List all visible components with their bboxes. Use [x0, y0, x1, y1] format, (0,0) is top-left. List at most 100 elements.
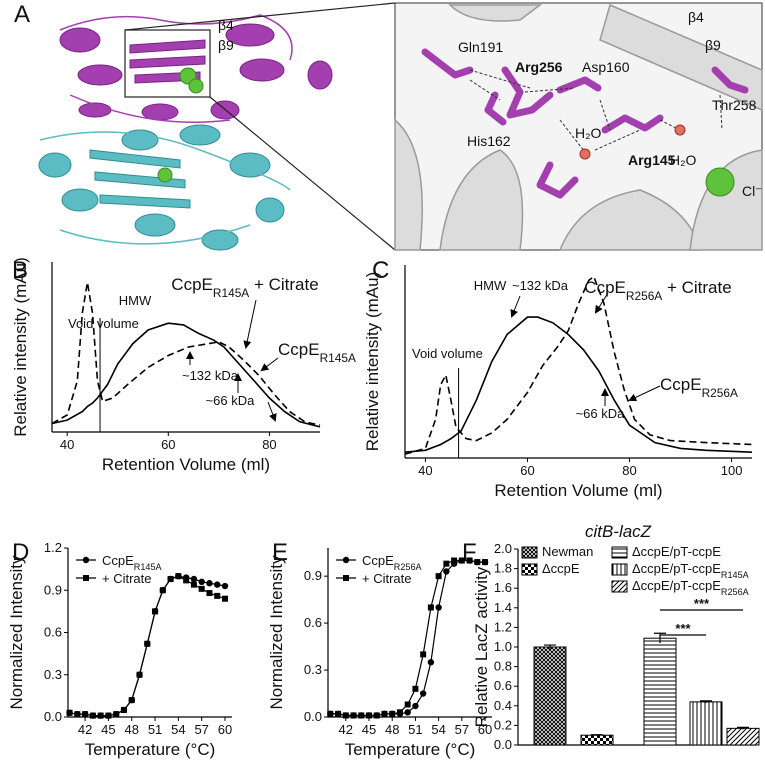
x-axis-title: Temperature (°C)	[85, 740, 216, 759]
data-point	[358, 712, 365, 719]
label-subscript: R145A	[213, 286, 249, 300]
y-axis-title: Normalized Intensity	[267, 555, 286, 710]
legend-label: ΔccpE/pT-ccpER145A	[632, 561, 750, 580]
y-tick-label: 1.2	[44, 540, 62, 555]
annotation: ~66 kDa	[576, 406, 626, 421]
significance-label: ***	[675, 621, 691, 636]
data-point	[427, 659, 435, 666]
error-bar	[544, 644, 556, 649]
y-tick-label: 0.6	[304, 615, 322, 630]
data-point	[175, 573, 182, 580]
data-point	[443, 568, 450, 575]
y-axis-title: Relative intensity (mAu)	[363, 272, 382, 452]
pointer	[594, 292, 609, 314]
data-point	[89, 712, 96, 719]
data-point	[443, 560, 450, 567]
x-tick-label: 60	[161, 437, 175, 452]
label-text: Newman	[542, 544, 593, 559]
series-label: CcpER145A + Citrate	[171, 275, 318, 300]
legend-swatch	[521, 546, 538, 559]
bar	[726, 727, 760, 746]
data-point	[335, 710, 342, 717]
chart-panel: Relative intensity (mAu) Retention Volume…	[11, 257, 321, 474]
legend-label: ΔccpE/pT-ccpE	[632, 544, 721, 559]
structure-label: Gln191	[458, 39, 503, 55]
label-subscript: R145A	[721, 570, 750, 580]
annotation: Void volume	[412, 346, 483, 361]
series-label: CcpER256A	[660, 375, 738, 400]
panel-label: E	[272, 539, 288, 566]
legend-label: Newman	[542, 544, 593, 559]
x-axis-title: Temperature (°C)	[345, 740, 476, 759]
annotation: ~132 kDa	[182, 368, 239, 383]
legend-marker	[343, 575, 349, 581]
data-point	[66, 709, 73, 716]
label-subscript: R256A	[702, 386, 738, 400]
label-text: CcpE	[584, 278, 626, 297]
x-tick-label: 100	[721, 463, 743, 478]
x-tick-label: 42	[78, 722, 92, 737]
data-point	[327, 710, 334, 717]
label-text: CcpE	[171, 275, 213, 294]
bar	[643, 637, 677, 746]
legend-label: + Citrate	[102, 571, 152, 586]
data-point	[206, 590, 213, 597]
data-point	[419, 690, 427, 697]
legend-label: CcpER145A	[102, 553, 163, 572]
x-axis-title: Retention Volume (ml)	[494, 481, 662, 500]
significance-label: ***	[694, 596, 710, 611]
y-tick-label: 0.2	[494, 717, 512, 732]
y-tick-label: 0.3	[44, 667, 62, 682]
structure-label: Thr258	[712, 97, 757, 113]
x-tick-label: 48	[125, 722, 139, 737]
structure-label: β4	[688, 9, 704, 25]
y-tick-label: 0.0	[44, 709, 62, 724]
data-point	[451, 557, 458, 564]
chart-panel: Normalized Intensity Temperature (°C) 42 45…	[267, 548, 492, 759]
x-tick-label: 51	[148, 722, 162, 737]
data-point	[190, 581, 197, 588]
data-point	[221, 582, 229, 590]
data-point	[190, 575, 198, 583]
pointer	[260, 357, 279, 372]
legend-marker	[82, 556, 90, 564]
y-tick-label: 0.0	[494, 737, 512, 752]
label-text: + Citrate	[102, 571, 152, 586]
y-tick-label: 0.3	[304, 662, 322, 677]
protein-overview	[38, 2, 396, 251]
data-point	[404, 709, 411, 716]
y-tick-label: 0.0	[304, 709, 322, 724]
structure-label: β9	[218, 37, 234, 53]
data-line	[51, 322, 321, 428]
label-text: CcpE	[278, 340, 320, 359]
bar	[689, 701, 723, 746]
data-point	[342, 712, 349, 719]
structure-label: H₂O	[575, 125, 602, 141]
structure-label: Asp160	[582, 59, 630, 75]
bar	[580, 734, 614, 746]
data-point	[404, 701, 411, 708]
data-point	[144, 640, 151, 647]
data-point	[420, 651, 427, 658]
label-text: CcpE	[660, 375, 702, 394]
y-tick-label: 0.9	[44, 582, 62, 597]
pointer	[267, 401, 277, 422]
data-point	[198, 578, 205, 585]
data-point	[214, 581, 221, 588]
y-axis-title: Normalized Intensity	[7, 555, 26, 710]
data-point	[412, 685, 419, 692]
label-text: + Citrate	[362, 571, 412, 586]
data-point	[366, 712, 372, 719]
legend-label: CcpER256A	[362, 553, 423, 572]
structure-label: His162	[467, 133, 511, 149]
data-point	[389, 710, 396, 717]
structure-label: H₂O	[670, 152, 697, 168]
data-point	[159, 587, 166, 594]
chart-panel: Normalized Intensity Temperature (°C) 42 45…	[7, 540, 232, 759]
label-text: ΔccpE	[542, 561, 580, 576]
data-line	[404, 275, 753, 455]
data-point	[458, 557, 465, 564]
data-point	[74, 711, 81, 718]
legend-label: ΔccpE/pT-ccpER256A	[632, 578, 750, 597]
